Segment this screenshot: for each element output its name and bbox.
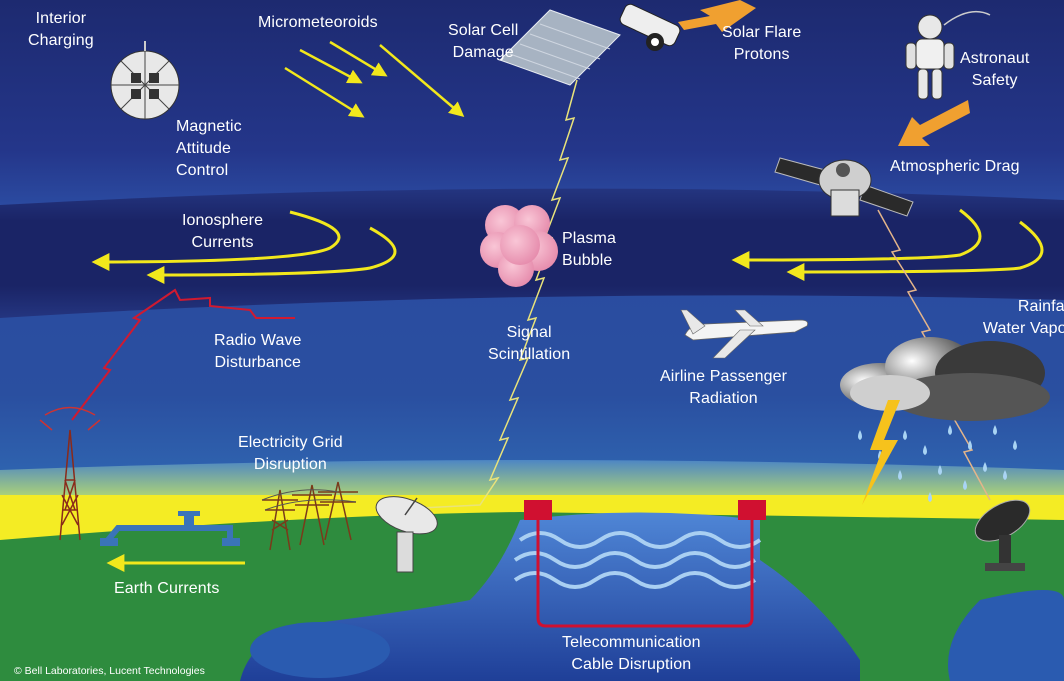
satellite-icon: [774, 157, 914, 217]
label-magnetic-attitude-control: Magnetic Attitude Control: [176, 118, 242, 179]
bay: [948, 590, 1064, 681]
label-solar-cell-damage: Solar Cell Damage: [448, 22, 519, 61]
label-electricity-grid-disruption: Electricity Grid Disruption: [238, 434, 343, 473]
lightning-icon: [862, 400, 900, 505]
water-waves: [513, 531, 762, 589]
radio-wave-zigzag: [71, 288, 295, 421]
satellite-sphere-icon: [110, 41, 180, 120]
ionosphere-current-arrows-right: [731, 208, 1044, 281]
power-pylon-icon: [261, 481, 358, 551]
label-rainfall-water-vapor: Rainfall Water Vapor: [982, 298, 1064, 337]
solar-flare-arrows: [678, 0, 970, 146]
label-earth-currents: Earth Currents: [114, 580, 220, 597]
cable-station-icon: [738, 500, 766, 520]
ionosphere-current-arrows-left: [91, 210, 397, 284]
cable-station-icon: [524, 500, 552, 520]
image-credit: © Bell Laboratories, Lucent Technologies: [14, 665, 205, 677]
label-interior-charging: Interior Charging: [28, 10, 94, 49]
storm-cloud-icon: [840, 337, 1050, 421]
micrometeoroid-arrows: [284, 40, 465, 118]
undersea-cable: [536, 512, 754, 628]
label-ionosphere-currents: Ionosphere Currents: [182, 212, 264, 251]
astronaut-icon: [905, 10, 991, 100]
label-solar-flare-protons: Solar Flare Protons: [722, 24, 802, 63]
space-station-icon: [499, 3, 681, 86]
label-atmospheric-drag: Atmospheric Drag: [890, 158, 1020, 175]
label-astronaut-safety: Astronaut Safety: [960, 50, 1030, 89]
rain-drops: [858, 425, 1017, 502]
signal-scintillation-zigzag: [419, 79, 578, 509]
plasma-cloud-icon: [480, 205, 558, 287]
satellite-dish-icon: [974, 499, 1031, 571]
label-plasma-bubble: Plasma Bubble: [562, 230, 616, 269]
label-micrometeoroids: Micrometeoroids: [258, 14, 378, 31]
lake: [250, 622, 390, 678]
satellite-dish-icon: [375, 496, 438, 573]
radio-tower-icon: [39, 406, 101, 541]
label-telecommunication-cable-disruption: Telecommunication Cable Disruption: [562, 634, 701, 673]
pipeline-icon: [100, 511, 240, 546]
airplane-icon: [680, 309, 809, 359]
label-airline-passenger-radiation: Airline Passenger Radiation: [660, 368, 788, 407]
label-signal-scintillation: Signal Scintillation: [488, 324, 571, 363]
label-radio-wave-disturbance: Radio Wave Disturbance: [214, 332, 302, 371]
